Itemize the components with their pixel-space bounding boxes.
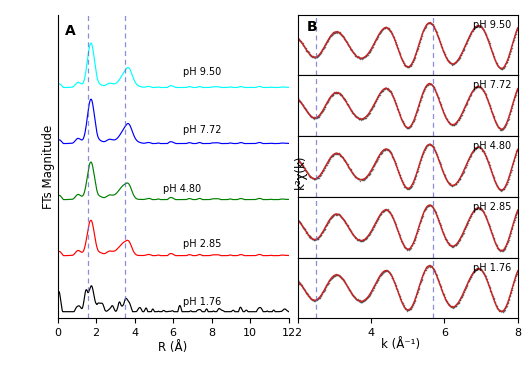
Text: A: A [64, 24, 75, 38]
Text: pH 1.76: pH 1.76 [183, 297, 221, 307]
Text: pH 2.85: pH 2.85 [473, 202, 511, 212]
Text: k (Å⁻¹): k (Å⁻¹) [381, 337, 419, 351]
Text: pH 1.76: pH 1.76 [473, 262, 511, 273]
Text: pH 7.72: pH 7.72 [183, 125, 221, 135]
Text: pH 4.80: pH 4.80 [164, 184, 201, 194]
Text: pH 2.85: pH 2.85 [183, 239, 221, 249]
Text: pH 9.50: pH 9.50 [473, 19, 511, 30]
Y-axis label: FTs Magnitude: FTs Magnitude [42, 124, 55, 209]
Text: pH 9.50: pH 9.50 [183, 67, 221, 78]
Text: pH 4.80: pH 4.80 [473, 141, 511, 151]
Text: pH 7.72: pH 7.72 [473, 80, 511, 90]
Text: B: B [306, 19, 317, 34]
Text: k²χ(k): k²χ(k) [294, 155, 307, 189]
X-axis label: R (Å): R (Å) [158, 341, 188, 354]
